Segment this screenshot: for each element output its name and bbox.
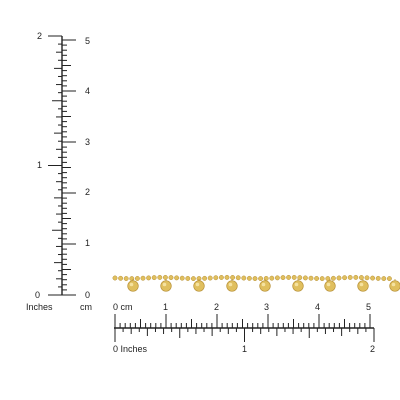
horizontal-ruler: 0 cm 1 2 3 4 5 0 Inches 1 2 [113,302,375,354]
chain-bead [386,276,392,282]
horizontal-ruler-ticks [114,314,375,342]
v-inch-label-0: 0 [35,290,40,300]
v-inch-label-1: 1 [37,160,42,170]
charm-highlight [326,282,331,287]
chain-bead [364,275,370,281]
chain-bead [353,274,359,280]
charm-highlight [195,282,200,287]
charm-highlight [162,282,167,287]
vertical-ruler-ticks [48,35,76,296]
charm-disc [259,280,271,292]
chain-bead [224,274,230,280]
v-cm-label-5: 5 [85,36,90,46]
chain-bead [190,276,196,282]
chain-bead [314,276,320,281]
gold-bead-chain [112,274,392,282]
chain-bead [146,275,152,281]
chain-bead [213,275,219,281]
gold-disc-charms [127,279,400,292]
chain-bead [157,274,163,280]
chain-bead [358,275,364,280]
h-inch-label-1: 1 [242,344,247,354]
v-cm-label-2: 2 [85,187,90,197]
chain-bead [375,275,381,281]
chain-bead [325,276,331,281]
charm-disc [160,280,172,292]
chain-bead [347,275,353,280]
v-cm-label-3: 3 [85,137,90,147]
chain-bead [381,276,387,282]
chain-bead [162,274,168,280]
chain-bead [269,275,275,281]
charm-disc [324,280,336,292]
h-cm-label-4: 4 [315,302,320,312]
vertical-ruler: 0 1 2 0 1 2 3 4 5 Inches cm [26,31,92,312]
chain-bead [151,275,157,281]
charm-highlight [129,282,134,287]
chain-bead [112,275,118,281]
chain-bead [370,275,376,281]
v-inch-label-2: 2 [37,31,42,41]
charm-disc [193,280,205,292]
chain-bead [218,275,224,280]
v-inch-unit: Inches [26,302,53,312]
chain-bead [258,276,264,282]
chain-bead [286,274,292,280]
chain-bead [297,275,303,281]
chain-bead [202,275,208,281]
chain-bead [241,275,247,281]
chain-bead [123,276,129,281]
h-cm-label-2: 2 [214,302,219,312]
v-cm-label-4: 4 [85,86,90,96]
chain-bead [235,275,241,281]
chain-bead [319,276,325,282]
charm-disc [357,280,369,292]
chain-bead [308,275,314,281]
charm-disc [226,280,238,292]
chain-bead [185,276,191,281]
chain-bead [274,275,280,281]
chain-bead [140,275,146,281]
chain-bead [291,274,297,280]
chain-bead [336,275,342,281]
h-cm-label-0: 0 cm [113,302,133,312]
chain-bead [230,275,236,280]
chain-bead [280,275,286,281]
charm-disc [389,280,400,292]
charm-highlight [391,282,396,287]
charm-highlight [294,282,299,287]
charm-highlight [228,282,233,287]
charm-highlight [359,282,364,287]
chain-bead [179,275,185,281]
chain-bead [207,275,213,281]
chain-bead [134,276,140,281]
charm-disc [292,280,304,292]
chain-bead [246,275,252,281]
h-cm-label-3: 3 [264,302,269,312]
v-cm-label-0: 0 [85,290,90,300]
charm-highlight [261,282,266,287]
h-inch-label-0: 0 Inches [113,344,148,354]
h-inch-label-2: 2 [370,344,375,354]
chain-bead [252,276,258,282]
h-cm-label-5: 5 [366,302,371,312]
v-cm-label-1: 1 [85,238,90,248]
chain-bead [302,275,308,281]
chain-bead [342,275,348,281]
h-cm-label-1: 1 [163,302,168,312]
chain-bead [118,275,124,281]
chain-bead [174,275,180,281]
charm-disc [127,280,139,292]
chain-bead [168,275,174,281]
v-cm-unit: cm [80,302,92,312]
chain-bead [330,275,336,281]
